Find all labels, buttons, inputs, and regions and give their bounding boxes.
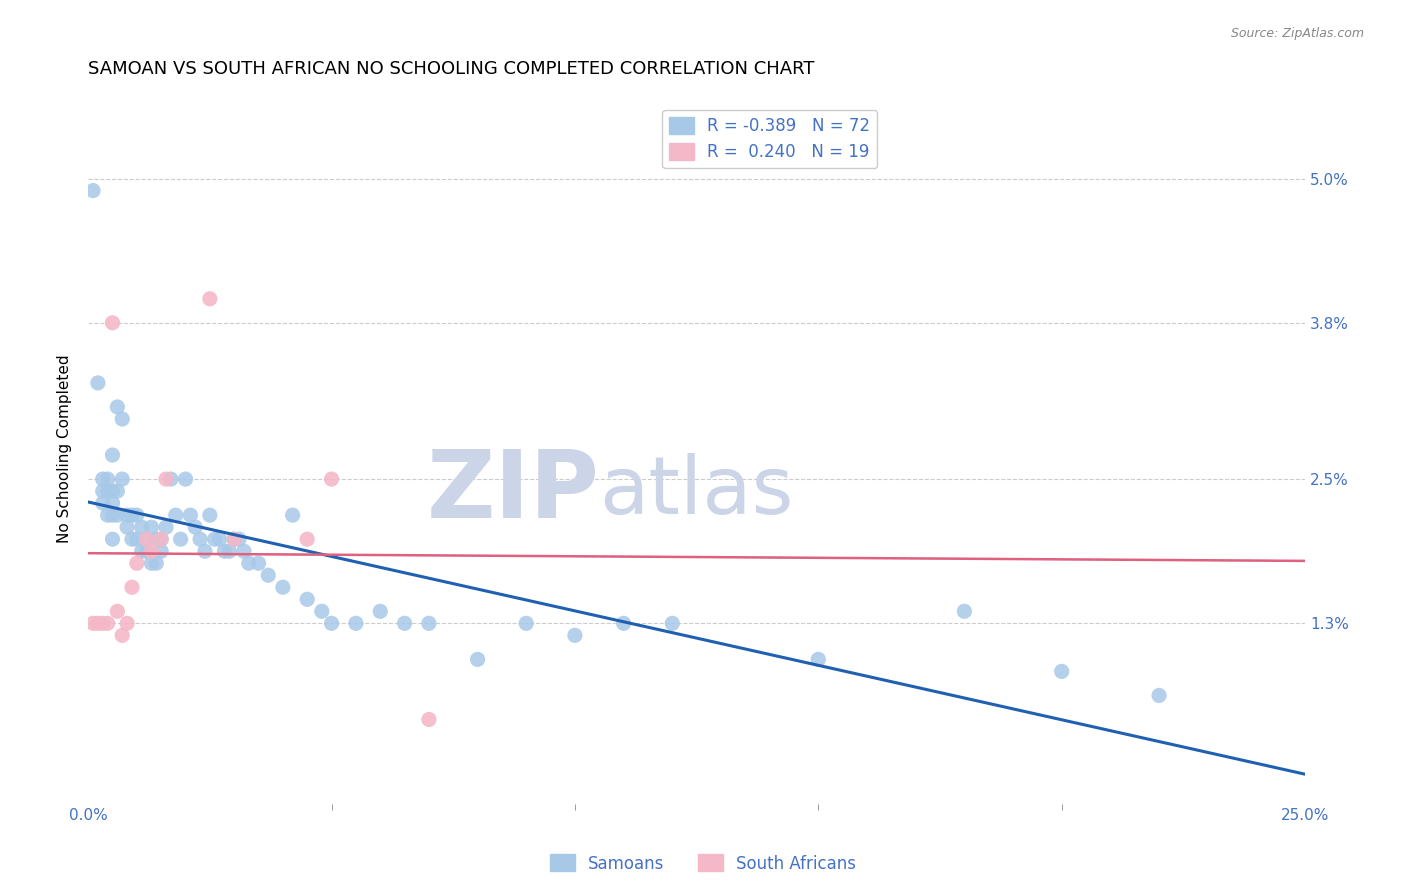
Point bbox=[125, 532, 148, 546]
Text: atlas: atlas bbox=[599, 452, 793, 531]
Point bbox=[953, 604, 976, 618]
Point bbox=[101, 448, 124, 462]
Point bbox=[150, 532, 173, 546]
Point bbox=[198, 508, 221, 523]
Point bbox=[87, 376, 110, 390]
Legend: Samoans, South Africans: Samoans, South Africans bbox=[543, 847, 863, 880]
Point bbox=[135, 544, 157, 558]
Point bbox=[91, 484, 114, 499]
Point bbox=[208, 532, 231, 546]
Point bbox=[111, 472, 134, 486]
Point bbox=[150, 532, 173, 546]
Point bbox=[160, 472, 183, 486]
Point bbox=[125, 508, 148, 523]
Point bbox=[295, 532, 318, 546]
Point bbox=[97, 508, 120, 523]
Point bbox=[141, 520, 163, 534]
Point bbox=[271, 580, 294, 594]
Point bbox=[204, 532, 226, 546]
Point bbox=[101, 532, 124, 546]
Point bbox=[1050, 665, 1073, 679]
Point bbox=[121, 580, 143, 594]
Point bbox=[418, 713, 440, 727]
Point bbox=[87, 616, 110, 631]
Point bbox=[194, 544, 217, 558]
Point bbox=[121, 508, 143, 523]
Point bbox=[232, 544, 254, 558]
Point bbox=[97, 484, 120, 499]
Point bbox=[91, 616, 114, 631]
Point bbox=[115, 508, 138, 523]
Point bbox=[564, 628, 586, 642]
Point bbox=[115, 616, 138, 631]
Point bbox=[115, 520, 138, 534]
Point bbox=[91, 472, 114, 486]
Point bbox=[141, 544, 163, 558]
Point bbox=[515, 616, 537, 631]
Point bbox=[188, 532, 211, 546]
Point bbox=[101, 484, 124, 499]
Point bbox=[105, 604, 128, 618]
Point bbox=[214, 544, 236, 558]
Text: SAMOAN VS SOUTH AFRICAN NO SCHOOLING COMPLETED CORRELATION CHART: SAMOAN VS SOUTH AFRICAN NO SCHOOLING COM… bbox=[89, 60, 814, 78]
Point bbox=[155, 520, 177, 534]
Point bbox=[145, 532, 167, 546]
Point bbox=[121, 532, 143, 546]
Point bbox=[105, 508, 128, 523]
Text: ZIP: ZIP bbox=[426, 446, 599, 538]
Point bbox=[247, 556, 270, 570]
Y-axis label: No Schooling Completed: No Schooling Completed bbox=[58, 355, 72, 543]
Text: Source: ZipAtlas.com: Source: ZipAtlas.com bbox=[1230, 27, 1364, 40]
Point bbox=[105, 400, 128, 414]
Point bbox=[281, 508, 304, 523]
Point bbox=[101, 508, 124, 523]
Point bbox=[198, 292, 221, 306]
Point bbox=[613, 616, 636, 631]
Point bbox=[321, 472, 343, 486]
Point bbox=[368, 604, 391, 618]
Point bbox=[224, 532, 246, 546]
Point bbox=[184, 520, 207, 534]
Point bbox=[661, 616, 683, 631]
Point bbox=[82, 616, 104, 631]
Point bbox=[169, 532, 191, 546]
Point bbox=[394, 616, 416, 631]
Point bbox=[257, 568, 280, 582]
Legend: R = -0.389   N = 72, R =  0.240   N = 19: R = -0.389 N = 72, R = 0.240 N = 19 bbox=[662, 110, 877, 168]
Point bbox=[101, 316, 124, 330]
Point bbox=[111, 412, 134, 426]
Point bbox=[1147, 689, 1170, 703]
Point bbox=[179, 508, 201, 523]
Point bbox=[418, 616, 440, 631]
Point bbox=[218, 544, 240, 558]
Point bbox=[105, 484, 128, 499]
Point bbox=[807, 652, 830, 666]
Point bbox=[165, 508, 187, 523]
Point bbox=[131, 520, 153, 534]
Point bbox=[82, 184, 104, 198]
Point bbox=[97, 616, 120, 631]
Point bbox=[135, 532, 157, 546]
Point bbox=[174, 472, 197, 486]
Point bbox=[344, 616, 367, 631]
Point bbox=[101, 496, 124, 510]
Point bbox=[91, 496, 114, 510]
Point bbox=[321, 616, 343, 631]
Point bbox=[125, 556, 148, 570]
Point bbox=[97, 472, 120, 486]
Point bbox=[224, 532, 246, 546]
Point bbox=[111, 628, 134, 642]
Point bbox=[145, 556, 167, 570]
Point bbox=[155, 472, 177, 486]
Point bbox=[150, 544, 173, 558]
Point bbox=[238, 556, 260, 570]
Point bbox=[135, 532, 157, 546]
Point bbox=[131, 544, 153, 558]
Point bbox=[467, 652, 489, 666]
Point bbox=[295, 592, 318, 607]
Point bbox=[228, 532, 250, 546]
Point bbox=[311, 604, 333, 618]
Point bbox=[141, 556, 163, 570]
